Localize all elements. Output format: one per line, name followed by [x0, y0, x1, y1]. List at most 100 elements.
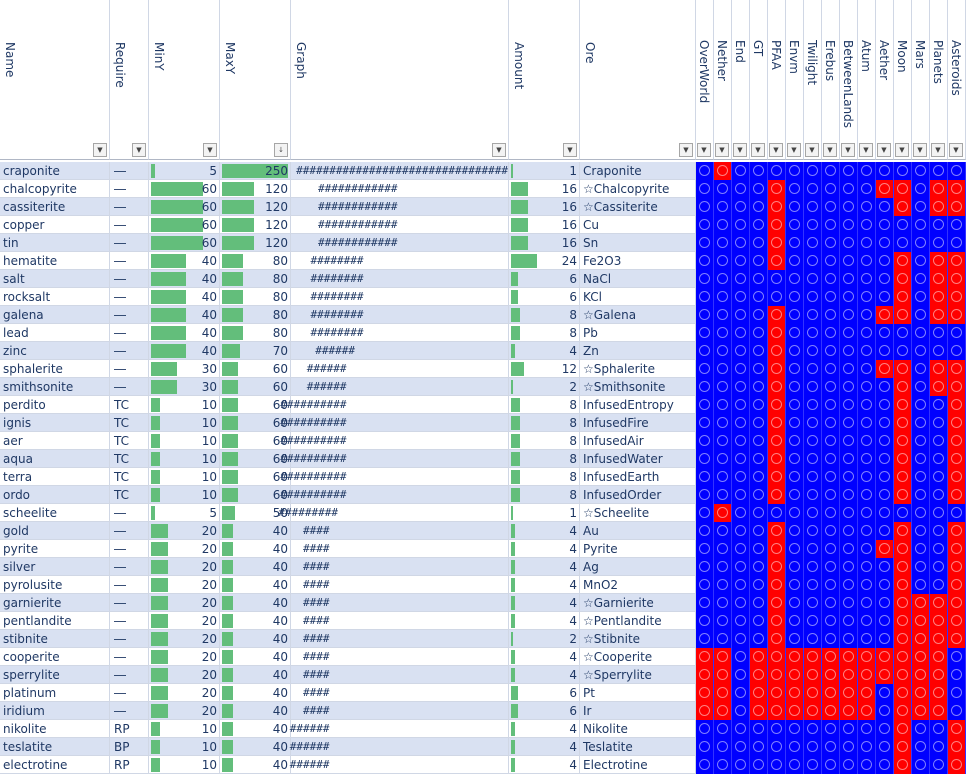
column-header-dimension[interactable]: Aether ▼: [876, 0, 894, 160]
table-cell[interactable]: [509, 360, 580, 378]
table-cell[interactable]: [580, 288, 696, 306]
dimension-flag-off[interactable]: [714, 720, 732, 738]
dimension-flag-on[interactable]: [768, 702, 786, 720]
table-cell[interactable]: [291, 180, 509, 198]
dimension-flag-off[interactable]: [786, 504, 804, 522]
dimension-flag-on[interactable]: [948, 378, 966, 396]
table-cell[interactable]: [149, 630, 220, 648]
dimension-flag-off[interactable]: [804, 180, 822, 198]
filter-dropdown-icon[interactable]: ▼: [787, 143, 801, 157]
table-cell[interactable]: [220, 450, 291, 468]
table-cell[interactable]: [220, 396, 291, 414]
dimension-flag-off[interactable]: [696, 180, 714, 198]
dimension-flag-off[interactable]: [930, 720, 948, 738]
dimension-flag-off[interactable]: [750, 432, 768, 450]
dimension-flag-off[interactable]: [858, 612, 876, 630]
dimension-flag-off[interactable]: [750, 288, 768, 306]
dimension-flag-off[interactable]: [948, 162, 966, 180]
dimension-flag-off[interactable]: [786, 522, 804, 540]
dimension-flag-off[interactable]: [894, 162, 912, 180]
dimension-flag-on[interactable]: [714, 666, 732, 684]
dimension-flag-on[interactable]: [912, 702, 930, 720]
dimension-flag-on[interactable]: [894, 252, 912, 270]
dimension-flag-on[interactable]: [768, 630, 786, 648]
table-cell[interactable]: [291, 198, 509, 216]
dimension-flag-off[interactable]: [822, 450, 840, 468]
dimension-flag-off[interactable]: [714, 252, 732, 270]
dimension-flag-off[interactable]: [894, 342, 912, 360]
dimension-flag-on[interactable]: [948, 360, 966, 378]
dimension-flag-off[interactable]: [696, 594, 714, 612]
dimension-flag-off[interactable]: [804, 288, 822, 306]
table-cell[interactable]: [509, 306, 580, 324]
dimension-flag-off[interactable]: [912, 234, 930, 252]
dimension-flag-off[interactable]: [732, 198, 750, 216]
dimension-flag-off[interactable]: [732, 432, 750, 450]
table-cell[interactable]: [0, 234, 110, 252]
column-header-dimension[interactable]: Asteroids ▼: [948, 0, 966, 160]
dimension-flag-off[interactable]: [858, 414, 876, 432]
filter-dropdown-icon[interactable]: ▼: [859, 143, 873, 157]
dimension-flag-on[interactable]: [894, 180, 912, 198]
dimension-flag-on[interactable]: [948, 450, 966, 468]
dimension-flag-on[interactable]: [930, 306, 948, 324]
dimension-flag-off[interactable]: [930, 540, 948, 558]
dimension-flag-off[interactable]: [858, 396, 876, 414]
filter-dropdown-icon[interactable]: ▼: [563, 143, 577, 157]
dimension-flag-on[interactable]: [768, 666, 786, 684]
dimension-flag-off[interactable]: [912, 252, 930, 270]
table-cell[interactable]: [291, 720, 509, 738]
table-cell[interactable]: [110, 180, 149, 198]
table-cell[interactable]: [110, 342, 149, 360]
dimension-flag-off[interactable]: [786, 306, 804, 324]
table-cell[interactable]: [509, 234, 580, 252]
column-header-require[interactable]: Require ▼: [110, 0, 149, 160]
table-cell[interactable]: [580, 630, 696, 648]
dimension-flag-off[interactable]: [804, 594, 822, 612]
table-cell[interactable]: [220, 342, 291, 360]
table-cell[interactable]: [580, 666, 696, 684]
table-cell[interactable]: [110, 720, 149, 738]
dimension-flag-off[interactable]: [840, 756, 858, 774]
table-cell[interactable]: [149, 162, 220, 180]
table-cell[interactable]: [149, 414, 220, 432]
dimension-flag-off[interactable]: [696, 522, 714, 540]
dimension-flag-off[interactable]: [768, 288, 786, 306]
dimension-flag-off[interactable]: [714, 486, 732, 504]
dimension-flag-on[interactable]: [822, 702, 840, 720]
table-cell[interactable]: [220, 234, 291, 252]
table-cell[interactable]: [291, 648, 509, 666]
dimension-flag-on[interactable]: [696, 648, 714, 666]
dimension-flag-off[interactable]: [822, 288, 840, 306]
dimension-flag-off[interactable]: [714, 414, 732, 432]
dimension-flag-off[interactable]: [912, 324, 930, 342]
dimension-flag-on[interactable]: [948, 468, 966, 486]
dimension-flag-on[interactable]: [930, 270, 948, 288]
dimension-flag-off[interactable]: [696, 288, 714, 306]
table-cell[interactable]: [580, 576, 696, 594]
table-cell[interactable]: [110, 558, 149, 576]
table-row[interactable]: [0, 162, 696, 180]
table-cell[interactable]: [220, 522, 291, 540]
dimension-flag-off[interactable]: [786, 378, 804, 396]
dimension-flag-off[interactable]: [858, 522, 876, 540]
dimension-flag-off[interactable]: [840, 594, 858, 612]
dimension-flag-off[interactable]: [912, 540, 930, 558]
dimension-flag-off[interactable]: [768, 738, 786, 756]
dimension-flag-off[interactable]: [948, 684, 966, 702]
table-row[interactable]: [0, 540, 696, 558]
dimension-flag-off[interactable]: [876, 270, 894, 288]
table-cell[interactable]: [110, 684, 149, 702]
dimension-flag-off[interactable]: [714, 234, 732, 252]
dimension-flag-on[interactable]: [768, 360, 786, 378]
dimension-flag-off[interactable]: [858, 576, 876, 594]
table-cell[interactable]: [291, 306, 509, 324]
table-cell[interactable]: [580, 540, 696, 558]
dimension-flag-on[interactable]: [804, 666, 822, 684]
table-cell[interactable]: [110, 234, 149, 252]
table-cell[interactable]: [110, 198, 149, 216]
table-row[interactable]: [0, 648, 696, 666]
dimension-flag-off[interactable]: [804, 378, 822, 396]
table-cell[interactable]: [0, 288, 110, 306]
dimension-flag-on[interactable]: [894, 270, 912, 288]
